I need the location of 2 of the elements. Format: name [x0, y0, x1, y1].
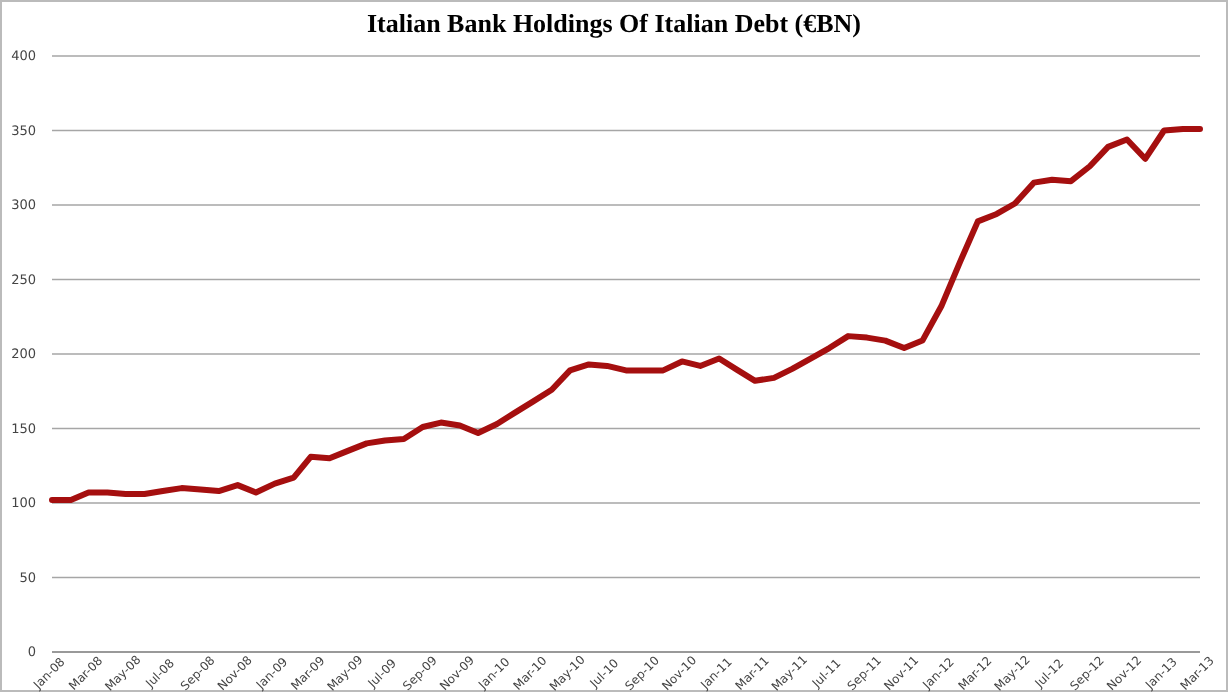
chart-title: Italian Bank Holdings Of Italian Debt (€BN)	[366, 8, 862, 38]
line-series	[49, 126, 1203, 504]
